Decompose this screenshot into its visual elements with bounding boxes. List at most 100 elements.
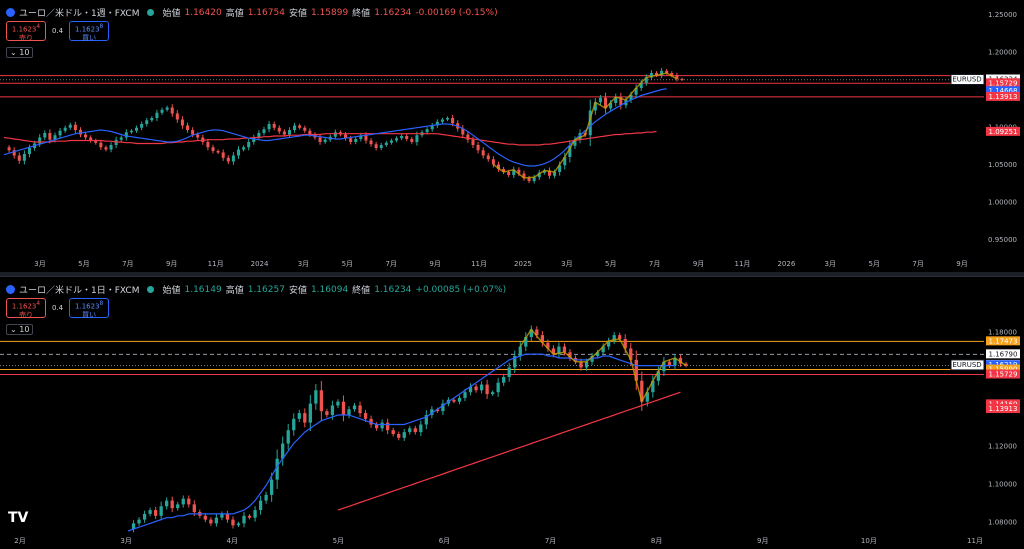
candle [579, 361, 583, 368]
candle [612, 335, 616, 341]
price-tag-label: 1.15729 [989, 371, 1018, 379]
candle [257, 133, 261, 138]
candle [176, 504, 180, 509]
candle [206, 142, 210, 148]
candle [180, 119, 184, 126]
candle [540, 335, 544, 343]
candle [270, 479, 274, 495]
x-tick-label: 9月 [166, 260, 177, 268]
candle [675, 75, 679, 79]
candle [135, 127, 139, 131]
daily-chart-canvas[interactable]: 1.180001.160001.140001.120001.100001.080… [0, 277, 1024, 549]
candle [553, 172, 557, 176]
candle [369, 140, 373, 145]
x-tick-label: 9月 [757, 537, 768, 545]
candle [262, 129, 266, 133]
x-tick-label: 3月 [561, 260, 572, 268]
weekly-symbol[interactable]: ユーロ／米ドル・1週・FXCM [19, 9, 140, 19]
candle [363, 413, 368, 419]
candle [604, 97, 608, 109]
weekly-indicator-toggle[interactable]: ⌄ 10 [6, 47, 34, 58]
candle [211, 147, 215, 151]
candle [196, 134, 200, 138]
candle [522, 173, 526, 178]
candle [236, 149, 241, 156]
candle [17, 155, 21, 161]
weekly-sell-label: 売り [19, 34, 33, 43]
x-tick-label: 11月 [208, 260, 224, 268]
daily-buy-label: 買い [82, 311, 97, 320]
candle [680, 79, 684, 80]
weekly-low-label: 安値 [288, 9, 307, 19]
weekly-sell-button[interactable]: 1.16234 売り [6, 21, 46, 43]
candle [12, 150, 16, 156]
candle [287, 130, 291, 135]
daily-buy-button[interactable]: 1.16238 買い [69, 298, 110, 320]
weekly-chart-panel[interactable]: 1.250001.200001.150001.100001.050001.000… [0, 0, 1024, 272]
x-tick-label: 9月 [956, 260, 967, 268]
tradingview-logo[interactable]: TV [8, 510, 29, 526]
weekly-chart-canvas[interactable]: 1.250001.200001.150001.100001.050001.000… [0, 0, 1024, 272]
candle [369, 418, 373, 425]
daily-high-label: 高値 [225, 286, 244, 296]
daily-chart-panel[interactable]: 1.180001.160001.140001.120001.100001.080… [0, 276, 1024, 549]
price-tag [986, 404, 1020, 414]
candle [155, 112, 159, 118]
weekly-spread: 0.4 [52, 27, 64, 35]
candle [595, 352, 600, 357]
candle [303, 127, 307, 131]
candle [639, 82, 643, 88]
candle [27, 148, 32, 154]
y-tick-label: 1.25000 [988, 11, 1017, 19]
daily-sell-button[interactable]: 1.16234 売り [6, 298, 46, 319]
candle [253, 510, 257, 518]
price-tag-label: 1.13913 [989, 405, 1018, 413]
candle [292, 418, 296, 431]
candle [502, 376, 506, 383]
daily-indicator-toggle[interactable]: ⌄ 10 [6, 324, 34, 335]
candle [124, 132, 128, 138]
ma-blue-line [127, 353, 675, 532]
daily-symbol[interactable]: ユーロ／米ドル・1日・FXCM [19, 286, 140, 296]
candle [502, 169, 506, 172]
candle [662, 361, 666, 372]
x-tick-label: 6月 [439, 537, 450, 545]
candle [451, 118, 455, 124]
panel-separator[interactable] [0, 272, 1024, 276]
candle [529, 329, 533, 338]
candle [264, 494, 268, 501]
y-tick-label: 1.05000 [988, 161, 1017, 169]
candle [89, 137, 93, 141]
symbol-tag [950, 73, 985, 85]
candle [330, 405, 335, 415]
weekly-buy-button[interactable]: 1.16238 買い [69, 21, 110, 42]
candle [563, 157, 567, 166]
candle [491, 159, 495, 165]
candle [558, 165, 562, 172]
candle [476, 145, 480, 151]
x-tick-label: 8月 [651, 537, 662, 545]
candle [209, 519, 213, 524]
candle [7, 147, 11, 151]
candle [336, 401, 340, 406]
price-tag-label: 1.14668 [989, 87, 1018, 95]
candle [629, 348, 633, 360]
candle [461, 128, 465, 135]
candle [386, 422, 390, 431]
candle [524, 337, 528, 347]
candle [532, 177, 536, 181]
candle [609, 103, 613, 109]
market-status-icon [147, 9, 155, 16]
x-tick-label: 2月 [14, 537, 25, 545]
candle [593, 102, 597, 111]
weekly-indicator-count: 10 [19, 48, 30, 57]
y-tick-label: 0.95000 [988, 236, 1017, 244]
candle [104, 147, 108, 150]
daily-open: 1.16149 [184, 284, 222, 295]
candle [374, 424, 379, 429]
weekly-sell-price: 1.1623 [11, 25, 37, 34]
candle [634, 88, 638, 95]
x-tick-label: 11月 [471, 260, 487, 268]
candle [430, 125, 434, 130]
symbol-tag-label: EURUSD [952, 361, 981, 369]
